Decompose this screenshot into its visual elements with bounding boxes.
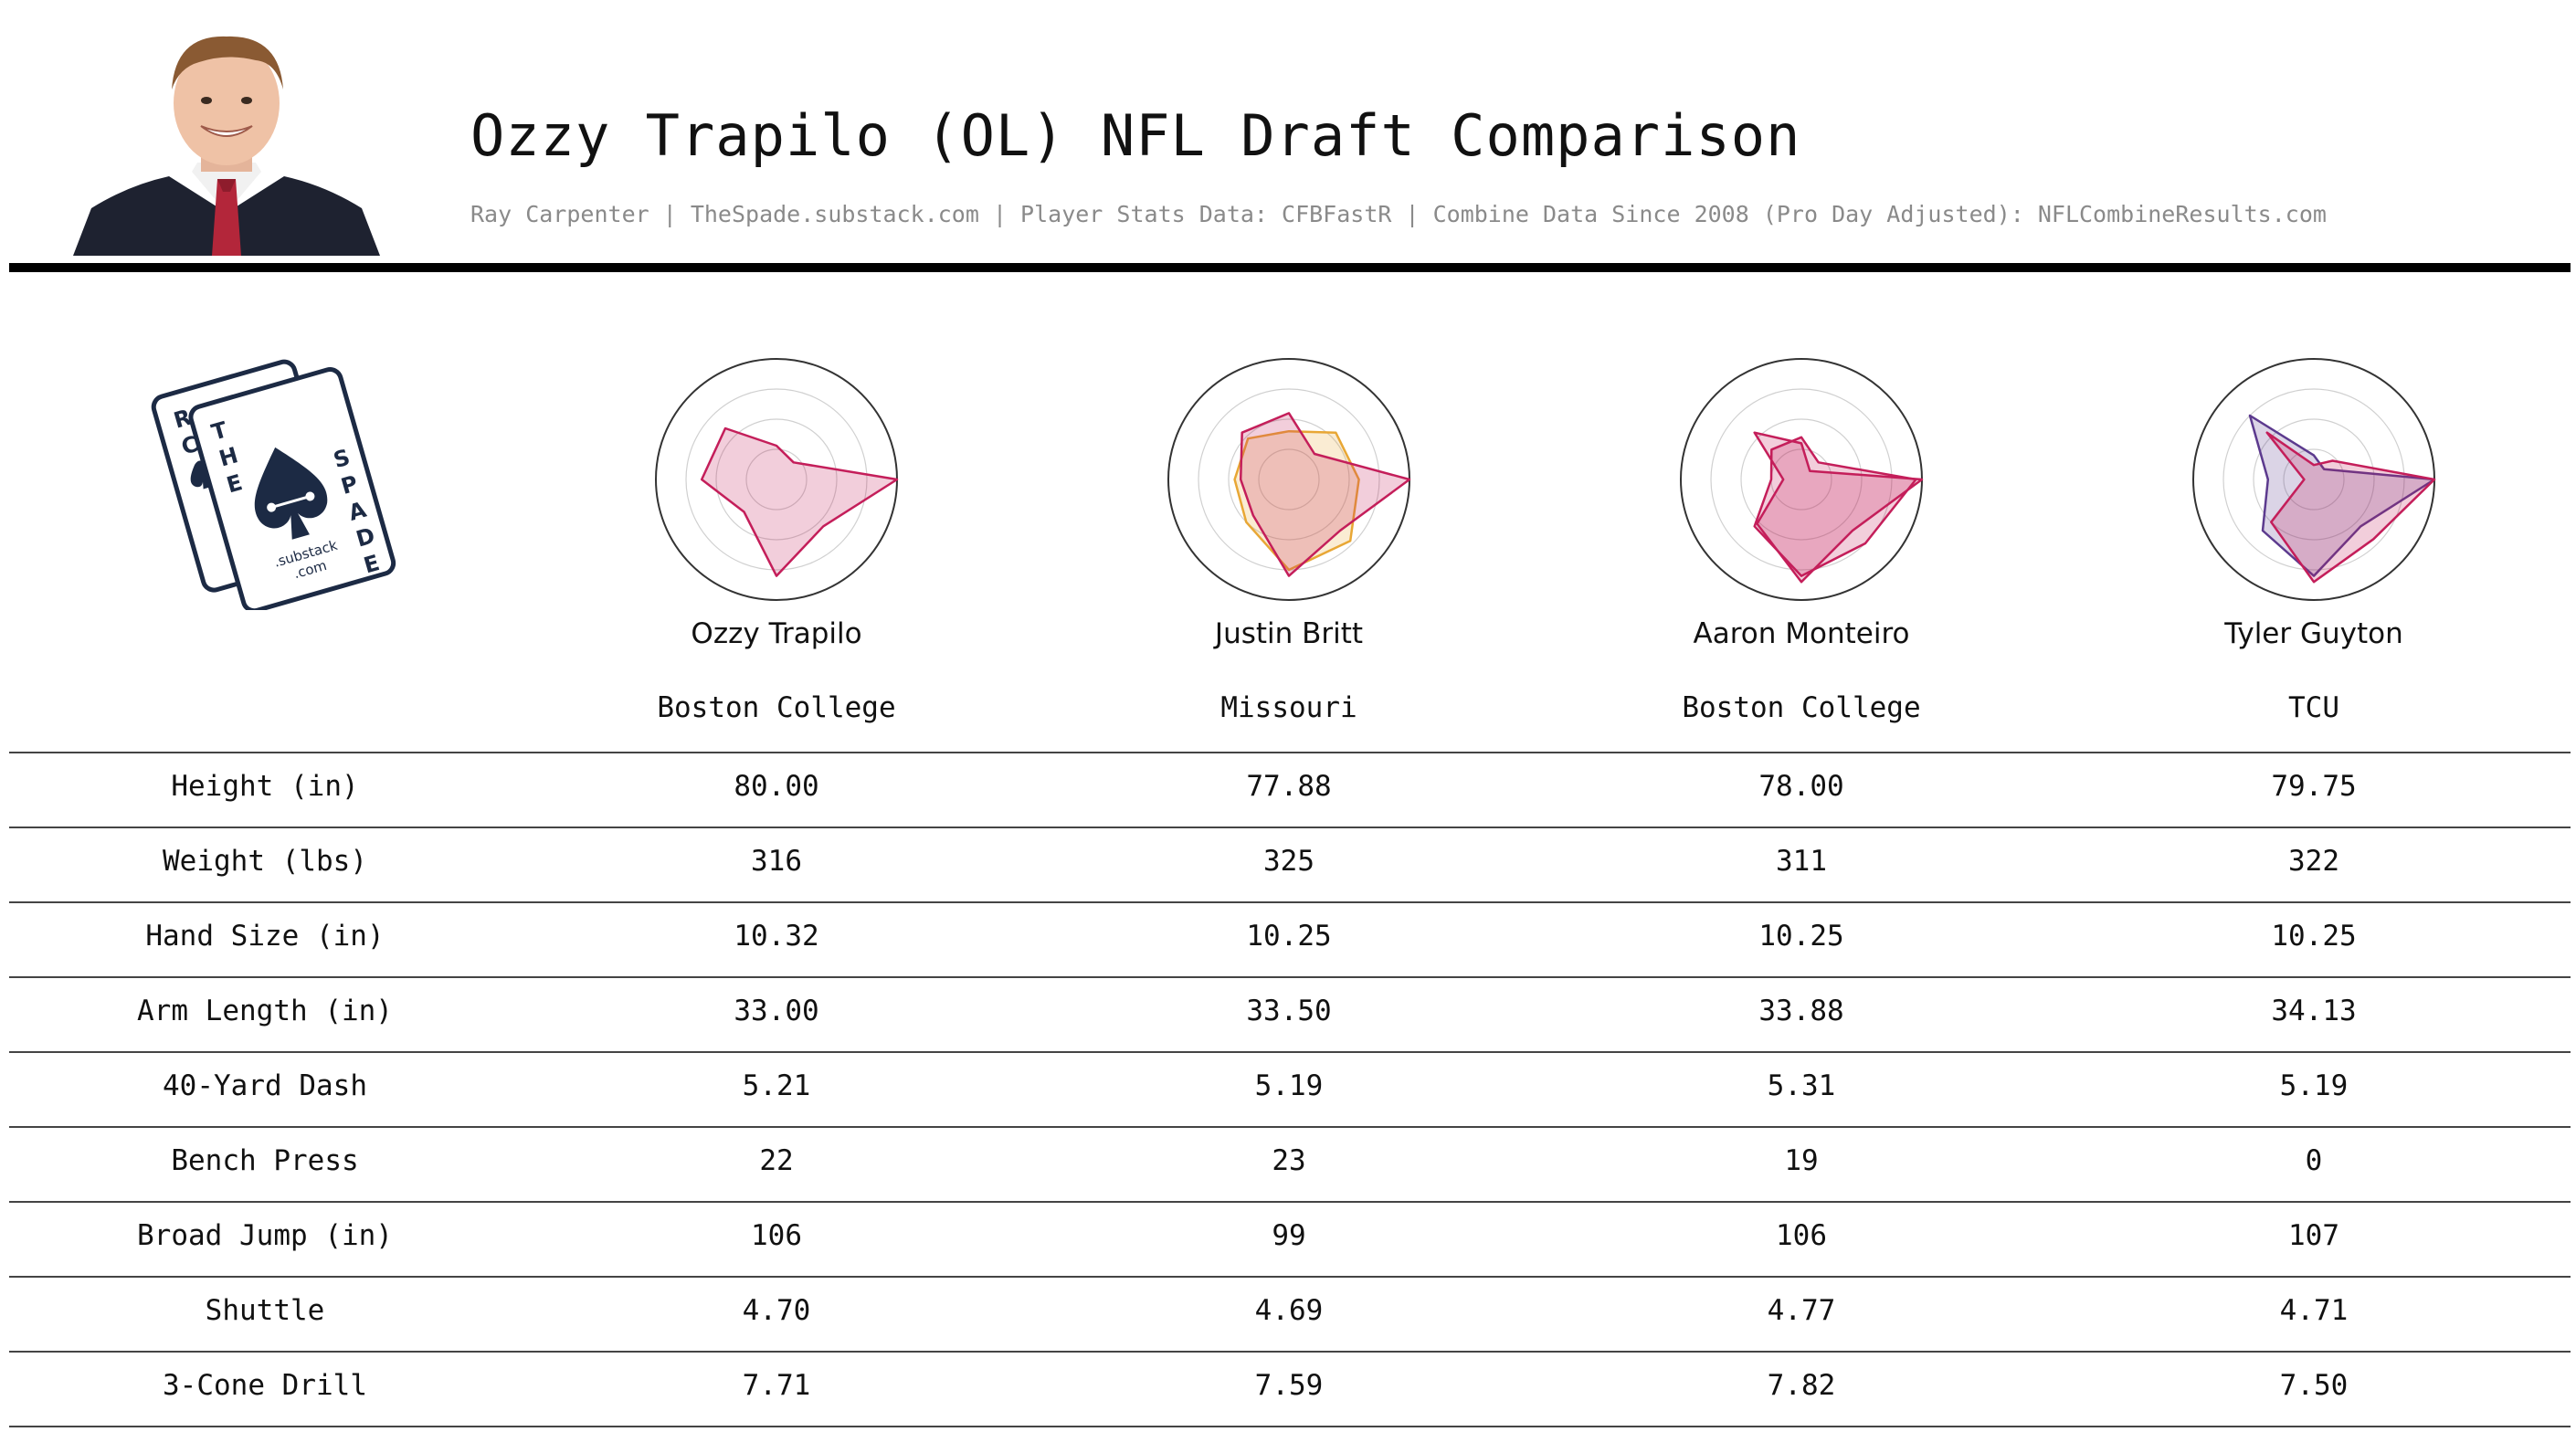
table-cell: 4.70 <box>742 1294 811 1327</box>
table-divider <box>9 1126 2571 1128</box>
row-label: Bench Press <box>171 1144 359 1177</box>
table-cell: 10.25 <box>2271 920 2357 953</box>
table-cell: 34.13 <box>2271 995 2357 1027</box>
spade-icon <box>254 447 328 540</box>
player-school-2: Boston College <box>1682 691 1921 724</box>
row-label: Hand Size (in) <box>145 920 385 953</box>
row-label: Broad Jump (in) <box>137 1219 393 1252</box>
table-cell: 10.25 <box>1246 920 1332 953</box>
table-cell: 80.00 <box>734 770 819 803</box>
radar-gridline <box>2283 448 2345 511</box>
row-label: 3-Cone Drill <box>163 1369 367 1402</box>
table-cell: 107 <box>2288 1219 2339 1252</box>
radar-chart-2 <box>1680 358 1924 601</box>
table-cell: 4.77 <box>1767 1294 1836 1327</box>
table-cell: 325 <box>1263 845 1314 878</box>
table-divider <box>9 1276 2571 1278</box>
table-cell: 23 <box>1272 1144 1306 1177</box>
radar-chart-3 <box>2192 358 2436 601</box>
table-divider <box>9 752 2571 753</box>
table-divider <box>9 1351 2571 1353</box>
player-name-2: Aaron Monteiro <box>1693 617 1910 650</box>
table-divider <box>9 1426 2571 1427</box>
radar-gridline <box>1740 418 1863 541</box>
table-cell: 33.00 <box>734 995 819 1027</box>
radar-gridline <box>685 388 868 571</box>
table-cell: 99 <box>1272 1219 1306 1252</box>
table-cell: 19 <box>1784 1144 1819 1177</box>
table-cell: 0 <box>2305 1144 2323 1177</box>
table-cell: 5.21 <box>742 1069 811 1102</box>
table-cell: 10.32 <box>734 920 819 953</box>
radar-series-polygon <box>2265 431 2436 584</box>
radar-series-polygon <box>700 426 899 577</box>
table-divider <box>9 827 2571 828</box>
table-cell: 7.50 <box>2279 1369 2349 1402</box>
table-cell: 4.69 <box>1254 1294 1324 1327</box>
table-cell: 77.88 <box>1246 770 1332 803</box>
table-cell: 78.00 <box>1758 770 1844 803</box>
radar-chart-1 <box>1167 358 1411 601</box>
radar-gridline <box>1710 388 1893 571</box>
table-cell: 33.88 <box>1758 995 1844 1027</box>
player-name-3: Tyler Guyton <box>2224 617 2403 650</box>
table-divider <box>9 1201 2571 1203</box>
radar-series-polygon <box>1753 431 1924 584</box>
logo-letter-e2: E <box>361 550 382 578</box>
table-cell: 7.71 <box>742 1369 811 1402</box>
table-cell: 10.25 <box>1758 920 1844 953</box>
radar-series-polygon <box>1753 436 1917 577</box>
page-subtitle: Ray Carpenter | TheSpade.substack.com | … <box>470 201 2327 227</box>
radar-gridline <box>1258 448 1320 511</box>
table-cell: 311 <box>1776 845 1827 878</box>
table-cell: 5.31 <box>1767 1069 1836 1102</box>
radar-gridline <box>715 418 838 541</box>
row-label: Shuttle <box>205 1294 325 1327</box>
the-spade-logo: R C T H E S P A D E .substack .com <box>151 359 396 610</box>
page-title: Ozzy Trapilo (OL) NFL Draft Comparison <box>470 102 1801 169</box>
table-divider <box>9 976 2571 978</box>
logo-letter-e: E <box>224 469 245 498</box>
radar-gridline <box>2222 388 2405 571</box>
player-school-0: Boston College <box>657 691 896 724</box>
table-cell: 7.59 <box>1254 1369 1324 1402</box>
player-school-3: TCU <box>2288 691 2339 724</box>
radar-gridline <box>2253 418 2375 541</box>
table-cell: 316 <box>751 845 802 878</box>
player-name-1: Justin Britt <box>1214 617 1364 650</box>
table-cell: 79.75 <box>2271 770 2357 803</box>
table-cell: 4.71 <box>2279 1294 2349 1327</box>
player-photo <box>73 36 380 256</box>
table-divider <box>9 901 2571 903</box>
table-cell: 106 <box>1776 1219 1827 1252</box>
radar-gridline <box>1228 418 1350 541</box>
table-divider <box>9 1051 2571 1053</box>
row-label: Weight (lbs) <box>163 845 367 878</box>
table-cell: 5.19 <box>2279 1069 2349 1102</box>
table-cell: 106 <box>751 1219 802 1252</box>
table-cell: 22 <box>759 1144 794 1177</box>
row-label: Arm Length (in) <box>137 995 393 1027</box>
player-school-1: Missouri <box>1220 691 1357 724</box>
table-cell: 7.82 <box>1767 1369 1836 1402</box>
table-cell: 5.19 <box>1254 1069 1324 1102</box>
row-label: Height (in) <box>171 770 359 803</box>
radar-gridline <box>745 448 808 511</box>
player-name-0: Ozzy Trapilo <box>691 617 862 650</box>
radar-chart-0 <box>655 358 899 601</box>
row-label: 40-Yard Dash <box>163 1069 367 1102</box>
radar-series-polygon <box>1239 412 1411 577</box>
table-cell: 322 <box>2288 845 2339 878</box>
table-cell: 33.50 <box>1246 995 1332 1027</box>
header-divider <box>9 263 2571 272</box>
